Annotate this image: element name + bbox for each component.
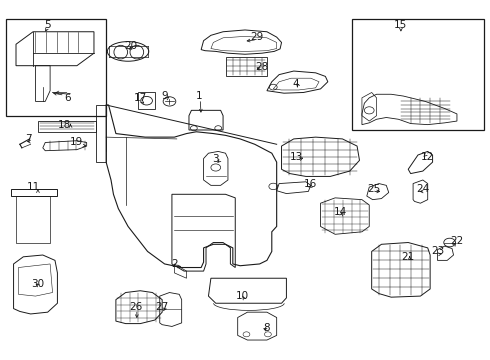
Text: 4: 4 [293, 78, 299, 89]
Text: 17: 17 [134, 93, 147, 103]
Text: 29: 29 [250, 32, 264, 42]
Text: 20: 20 [124, 41, 137, 51]
Text: 3: 3 [213, 154, 219, 163]
Text: 12: 12 [421, 152, 434, 162]
Text: 8: 8 [264, 323, 270, 333]
Text: 19: 19 [70, 138, 83, 148]
Bar [6, 19, 106, 116]
Text: 30: 30 [31, 279, 45, 289]
Text: 21: 21 [402, 252, 415, 262]
Text: 6: 6 [64, 93, 71, 103]
Text: 7: 7 [25, 134, 31, 144]
Text: 1: 1 [196, 91, 202, 101]
Text: 23: 23 [431, 247, 444, 256]
Text: 28: 28 [255, 63, 269, 72]
Text: 22: 22 [450, 236, 464, 246]
Text: 15: 15 [394, 19, 408, 30]
Text: 10: 10 [236, 291, 249, 301]
Text: 11: 11 [26, 182, 40, 192]
Text: 18: 18 [58, 120, 72, 130]
Text: 25: 25 [368, 184, 381, 194]
Text: 26: 26 [129, 302, 142, 312]
Text: 14: 14 [333, 207, 346, 217]
Text: 13: 13 [290, 152, 303, 162]
Bar [352, 19, 484, 130]
Text: 16: 16 [304, 179, 318, 189]
Text: 27: 27 [155, 302, 169, 312]
Text: 2: 2 [171, 259, 178, 269]
Text: 9: 9 [161, 91, 168, 101]
Text: 5: 5 [45, 19, 51, 30]
Text: 24: 24 [416, 184, 429, 194]
